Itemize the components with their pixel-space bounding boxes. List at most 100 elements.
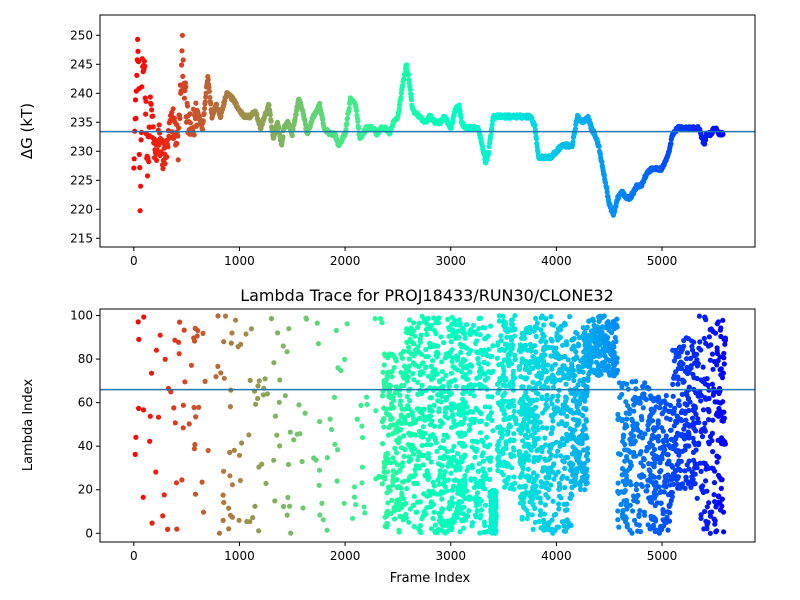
lambda-point — [685, 396, 692, 402]
delta-g-point — [570, 139, 576, 145]
lambda-point — [551, 376, 557, 382]
lambda-point — [449, 321, 455, 327]
lambda-point — [227, 404, 233, 410]
lambda-point — [623, 423, 629, 429]
lambda-point — [469, 438, 475, 444]
lambda-point — [404, 486, 410, 492]
lambda-point — [471, 485, 477, 491]
lambda-point — [497, 375, 503, 381]
delta-g-point — [604, 189, 610, 195]
lambda-point — [411, 493, 417, 499]
lambda-point — [276, 399, 282, 405]
lambda-point — [435, 350, 441, 357]
lambda-point — [710, 328, 716, 335]
lambda-point — [688, 365, 694, 371]
lambda-point — [464, 404, 470, 410]
lambda-point — [439, 496, 445, 502]
lambda-point — [149, 520, 155, 526]
lambda-point — [408, 331, 414, 337]
lambda-point — [181, 327, 187, 333]
lambda-point — [628, 441, 634, 447]
lambda-point — [592, 339, 598, 346]
lambda-point — [216, 530, 223, 536]
lambda-point — [695, 416, 701, 422]
delta-g-point — [668, 141, 674, 147]
lambda-point — [437, 455, 443, 461]
lambda-point — [520, 500, 526, 506]
lambda-point — [704, 522, 710, 528]
lambda-point — [481, 529, 487, 535]
lambda-point — [452, 335, 458, 341]
lambda-point — [428, 413, 434, 419]
lambda-point — [388, 416, 394, 423]
lambda-point — [501, 319, 507, 325]
lambda-point — [284, 512, 290, 518]
lambda-point — [580, 412, 586, 419]
lambda-point — [385, 456, 391, 462]
lambda-point — [153, 469, 159, 475]
lambda-point — [599, 324, 606, 330]
lambda-point — [534, 397, 540, 403]
lambda-point — [483, 350, 489, 356]
lambda-point — [563, 381, 569, 387]
lambda-point — [433, 331, 439, 337]
lambda-point — [199, 479, 205, 485]
lambda-point — [691, 339, 697, 345]
lambda-point — [660, 410, 666, 416]
lambda-point — [179, 477, 185, 483]
delta-g-points — [131, 32, 726, 218]
lambda-point — [466, 464, 472, 470]
delta-g-point — [294, 105, 300, 111]
lambda-point — [719, 418, 725, 424]
delta-g-point — [489, 122, 495, 128]
lambda-point — [379, 481, 385, 487]
y-tick-label: 100 — [70, 309, 93, 323]
lambda-point — [661, 437, 667, 443]
lambda-point — [586, 371, 592, 377]
lambda-point — [700, 489, 707, 496]
lambda-point — [226, 505, 232, 511]
lambda-point — [574, 355, 580, 361]
lambda-point — [707, 357, 714, 363]
lambda-point — [722, 341, 728, 347]
delta-g-point — [144, 173, 151, 179]
lambda-point — [277, 377, 283, 383]
lambda-point — [638, 413, 645, 420]
lambda-point — [584, 475, 590, 481]
lambda-point — [428, 377, 435, 383]
lambda-point — [505, 474, 512, 481]
lambda-point — [404, 368, 410, 374]
lambda-point — [633, 378, 639, 384]
lambda-point — [571, 335, 577, 342]
delta-g-point — [137, 208, 143, 214]
lambda-point — [620, 478, 626, 484]
lambda-point — [519, 422, 526, 428]
lambda-point — [476, 419, 482, 425]
delta-g-point — [156, 142, 162, 148]
lambda-point — [562, 485, 568, 491]
delta-g-point — [187, 120, 193, 126]
lambda-point — [390, 479, 396, 485]
lambda-point — [389, 369, 395, 375]
lambda-point — [511, 375, 518, 381]
lambda-point — [700, 407, 707, 413]
lambda-point — [574, 331, 580, 337]
lambda-point — [436, 315, 442, 321]
lambda-point — [191, 404, 197, 411]
lambda-point — [459, 492, 465, 498]
lambda-point — [462, 357, 468, 363]
lambda-point — [533, 476, 539, 482]
lambda-point — [694, 465, 700, 471]
lambda-point — [509, 317, 515, 323]
lambda-point — [477, 374, 483, 380]
lambda-point — [505, 352, 511, 358]
lambda-point — [511, 431, 517, 437]
lambda-point — [466, 496, 472, 502]
lambda-point — [440, 383, 446, 389]
delta-g-point — [143, 98, 149, 104]
lambda-point — [148, 370, 155, 376]
lambda-point — [390, 351, 396, 358]
lambda-point — [669, 494, 675, 500]
lambda-point — [477, 530, 483, 536]
delta-g-point — [147, 94, 153, 100]
